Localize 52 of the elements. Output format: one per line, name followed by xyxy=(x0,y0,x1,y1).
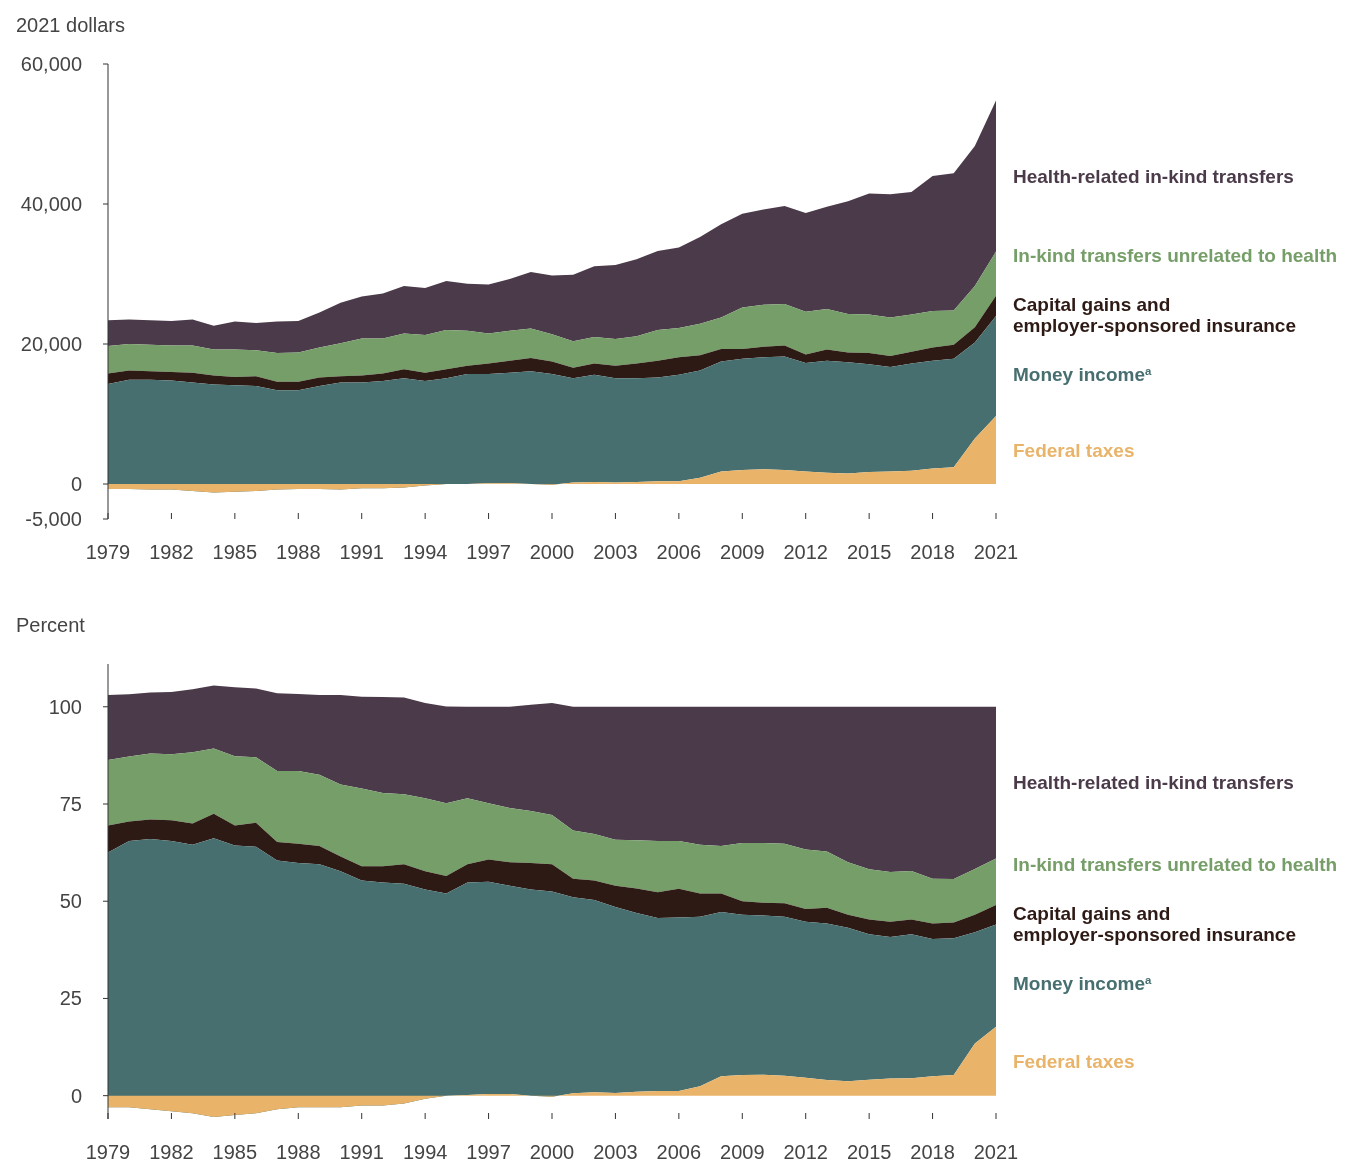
y-axis-title: Percent xyxy=(16,614,86,636)
x-tick-label: 1991 xyxy=(339,1141,384,1159)
x-tick-label: 1994 xyxy=(402,541,448,563)
x-tick-label: 2006 xyxy=(656,541,702,563)
x-tick-label: 1979 xyxy=(85,1141,131,1159)
y-tick-label: -5,000 xyxy=(25,508,82,530)
x-tick-label: 1988 xyxy=(276,1141,321,1159)
x-tick-label: 2003 xyxy=(593,1141,638,1159)
y-tick-label: 100 xyxy=(48,695,82,718)
x-tick-label: 1988 xyxy=(276,541,321,563)
y-tick-label: 0 xyxy=(70,473,82,495)
y-tick-label: 20,000 xyxy=(20,333,82,355)
x-tick-label: 2003 xyxy=(593,541,638,563)
series-label: In-kind transfers unrelated to health xyxy=(1013,854,1338,876)
x-tick-label: 2021 xyxy=(973,1141,1019,1159)
y-tick-label: 60,000 xyxy=(20,53,82,75)
x-tick-label: 2015 xyxy=(846,541,892,563)
series-label: Capital gains and employer-sponsored insurance xyxy=(1013,903,1296,946)
x-tick-label: 1979 xyxy=(85,541,131,563)
x-tick-label: 1994 xyxy=(402,1141,448,1159)
x-tick-label: 1997 xyxy=(466,1141,511,1159)
y-axis-title: 2021 dollars xyxy=(16,14,125,36)
y-tick-label: 25 xyxy=(59,987,82,1010)
x-tick-label: 2012 xyxy=(783,1141,828,1159)
series-label: Money income$^{a}$ xyxy=(1013,364,1152,386)
series-label: Capital gains and employer-sponsored insurance xyxy=(1013,294,1296,337)
y-tick-label: 40,000 xyxy=(20,193,82,215)
x-tick-label: 1991 xyxy=(339,541,384,563)
x-tick-label: 2009 xyxy=(720,541,765,563)
x-tick-label: 1982 xyxy=(149,1141,194,1159)
x-tick-label: 1982 xyxy=(149,541,194,563)
x-tick-label: 1985 xyxy=(212,1141,258,1159)
x-tick-label: 2018 xyxy=(910,1141,955,1159)
series-label: In-kind transfers unrelated to health xyxy=(1013,245,1338,267)
y-tick-label: 0 xyxy=(70,1084,82,1107)
x-tick-label: 2018 xyxy=(910,541,955,563)
x-tick-label: 1985 xyxy=(212,541,258,563)
x-tick-label: 2015 xyxy=(846,1141,892,1159)
x-tick-label: 2009 xyxy=(720,1141,765,1159)
series-label: Health-related in-kind transfers xyxy=(1013,165,1294,187)
series-label: Federal taxes xyxy=(1013,439,1135,461)
y-tick-label: 50 xyxy=(59,890,82,913)
x-tick-label: 2006 xyxy=(656,1141,702,1159)
x-tick-label: 2000 xyxy=(529,1141,575,1159)
series-label: Money income$^{a}$ xyxy=(1013,973,1152,995)
x-tick-label: 2000 xyxy=(529,541,575,563)
x-tick-label: 1997 xyxy=(466,541,511,563)
series-label: Federal taxes xyxy=(1013,1050,1135,1072)
y-tick-label: 75 xyxy=(59,793,82,815)
x-tick-label: 2012 xyxy=(783,541,828,563)
x-tick-label: 2021 xyxy=(973,541,1019,563)
series-label: Health-related in-kind transfers xyxy=(1013,772,1294,794)
